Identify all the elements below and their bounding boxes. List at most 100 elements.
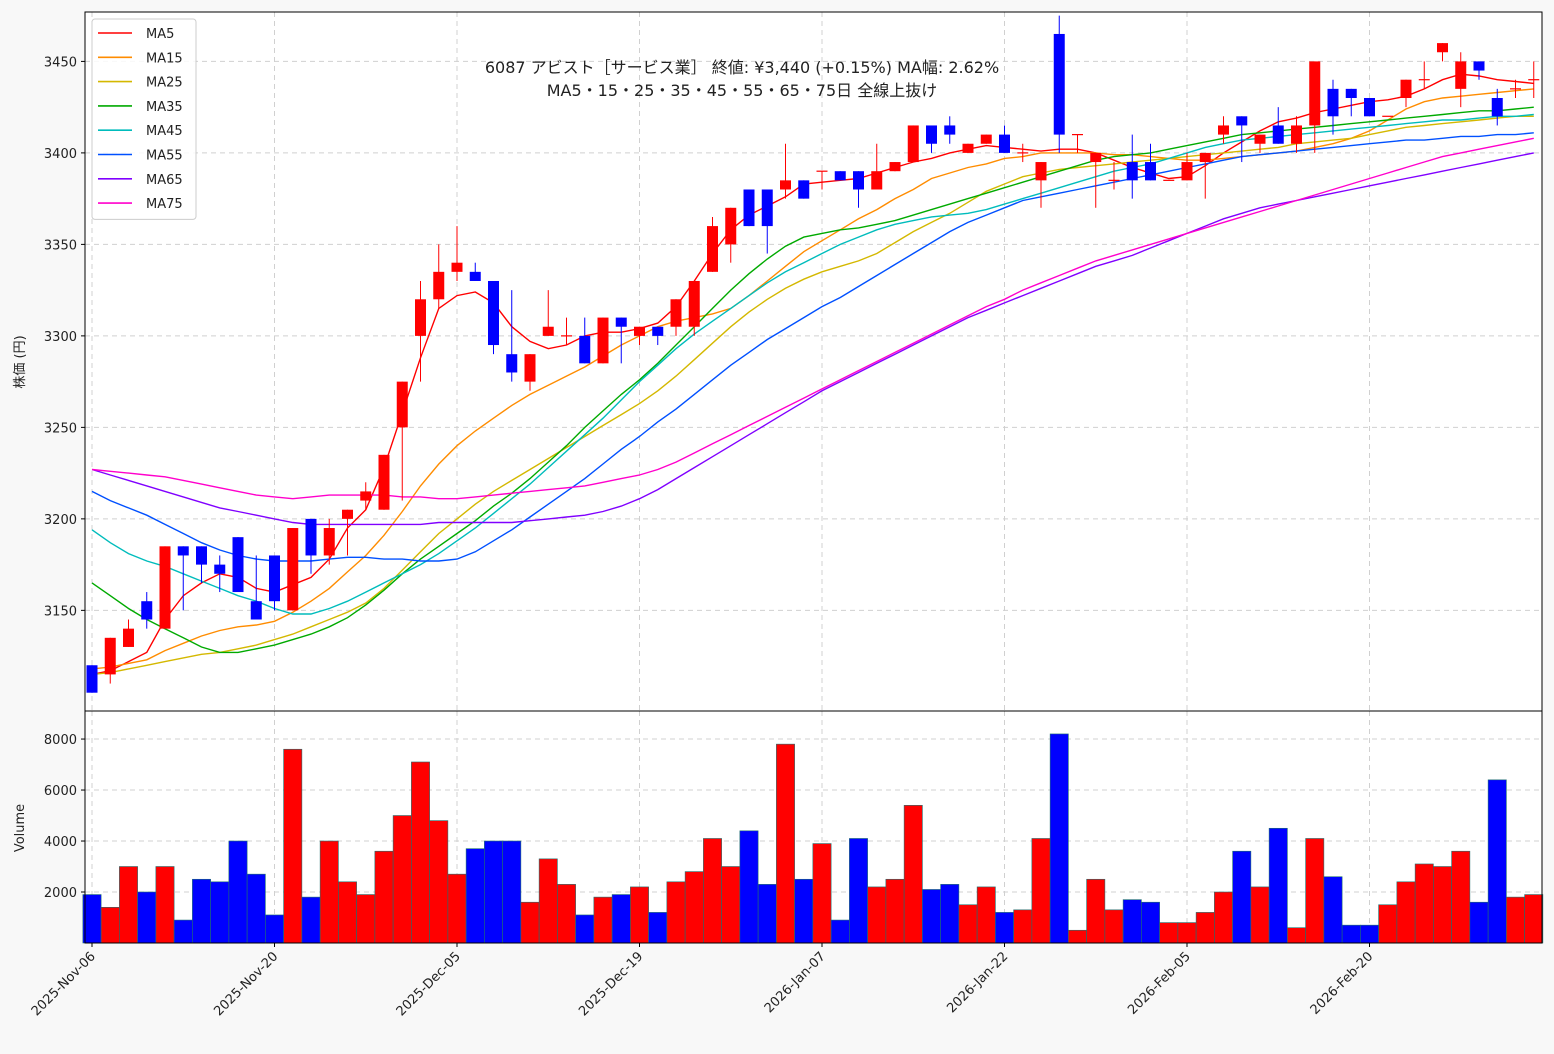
plot-background <box>85 12 1542 943</box>
candle-body <box>798 180 810 199</box>
candle-body <box>524 354 536 382</box>
volume-bar <box>1360 924 1379 944</box>
volume-bar <box>356 894 376 944</box>
candle-body <box>396 381 408 428</box>
volume-bar <box>173 919 193 944</box>
volume-bar <box>1214 891 1233 944</box>
legend-label: MA25 <box>146 76 183 91</box>
candle-body <box>1181 162 1193 181</box>
volume-bar <box>246 873 266 944</box>
legend-label: MA35 <box>146 100 183 115</box>
volume-bar <box>1341 924 1361 944</box>
price-y-ticks: 3150 3200 3250 3300 3350 3400 3450 <box>44 55 85 619</box>
volume-bar <box>520 901 540 944</box>
price-y-axis-label: 株価 (円) <box>13 335 28 388</box>
price-tick-label: 3250 <box>44 421 77 436</box>
volume-bar <box>374 850 394 944</box>
volume-y-ticks: 2000 4000 6000 8000 <box>44 733 85 901</box>
ma-line-ma55 <box>91 132 1534 562</box>
candle-body <box>1072 133 1083 136</box>
volume-bar <box>429 820 449 944</box>
volume-bar <box>210 881 230 944</box>
candle-body <box>1382 115 1394 117</box>
ma-line-ma75 <box>91 137 1534 500</box>
candle-body <box>597 317 609 364</box>
x-tick-label: 2026-Feb-05 <box>1125 949 1194 1018</box>
x-ticks: 2025-Nov-06 2025-Nov-20 2025-Dec-05 2025-De… <box>29 943 1376 1019</box>
candle-body <box>269 555 280 602</box>
candle-body <box>1145 162 1156 181</box>
candle-body <box>1455 61 1467 89</box>
candle-body <box>378 454 390 510</box>
volume-bar <box>739 830 759 944</box>
candle-body <box>1309 61 1321 126</box>
candle-body <box>1053 33 1065 135</box>
volume-bar <box>538 858 558 944</box>
candle-body <box>1364 98 1375 117</box>
volume-bar <box>1396 881 1416 944</box>
candle-body <box>652 326 664 336</box>
volume-bar <box>1524 894 1544 944</box>
volume-bar <box>721 866 741 944</box>
candle-body <box>1437 43 1448 53</box>
candle-body <box>1272 125 1284 144</box>
chart-title-line2: MA5・15・25・35・45・55・65・75日 全線上抜け <box>547 81 938 100</box>
candle-body <box>250 601 262 620</box>
volume-bar <box>757 884 777 944</box>
volume-bar <box>137 891 157 944</box>
candle-body <box>542 326 554 336</box>
candle-body <box>834 171 846 181</box>
volume-bar <box>1195 912 1215 944</box>
volume-bar <box>995 912 1014 944</box>
legend-label: MA55 <box>146 149 183 164</box>
x-tick-label: 2025-Nov-20 <box>211 949 281 1019</box>
candle-body <box>780 180 791 190</box>
volume-bar <box>593 896 613 944</box>
price-tick-label: 3450 <box>44 55 77 70</box>
volume-bar <box>1141 901 1160 944</box>
volume-bar <box>319 840 339 944</box>
candle-body <box>907 125 919 163</box>
volume-bar <box>812 843 832 944</box>
volume-tick-label: 4000 <box>44 835 77 850</box>
candle-body <box>1345 88 1357 99</box>
volume-bar <box>1049 733 1069 944</box>
x-tick-label: 2025-Dec-19 <box>576 949 646 1019</box>
candle-body <box>415 299 426 336</box>
volume-bar <box>1086 878 1106 944</box>
volume-bar <box>1378 904 1398 944</box>
volume-bar <box>940 884 960 944</box>
candle-body <box>323 528 335 556</box>
volume-bar <box>849 838 868 944</box>
price-tick-label: 3200 <box>44 513 77 528</box>
volume-bar <box>1451 850 1471 944</box>
volume-bar <box>1122 899 1142 944</box>
candle-body <box>634 326 645 336</box>
candle-body <box>86 665 98 693</box>
volume-bar <box>155 866 175 944</box>
volume-bar <box>301 896 321 944</box>
volume-tick-label: 6000 <box>44 784 77 799</box>
volume-bar <box>611 894 631 944</box>
volume-bar <box>1232 850 1252 944</box>
volume-tick-label: 8000 <box>44 733 77 748</box>
volume-bar <box>82 894 102 944</box>
x-tick-label: 2026-Jan-22 <box>944 949 1011 1016</box>
candle-body <box>1254 134 1266 144</box>
legend-box <box>91 18 197 220</box>
volume-bar <box>776 743 795 944</box>
volume-bar <box>100 907 120 944</box>
price-tick-label: 3350 <box>44 238 77 253</box>
candle-body <box>232 537 244 593</box>
candle-body <box>305 518 317 556</box>
candle-body <box>469 271 481 281</box>
volume-bar <box>1268 827 1288 944</box>
candle-body <box>287 528 299 611</box>
volume-bar <box>1031 838 1051 944</box>
candle-body <box>196 546 207 565</box>
candle-body <box>1510 88 1521 90</box>
volume-bar <box>1305 838 1325 944</box>
volume-bar <box>1414 863 1434 944</box>
candle-body <box>214 564 226 574</box>
